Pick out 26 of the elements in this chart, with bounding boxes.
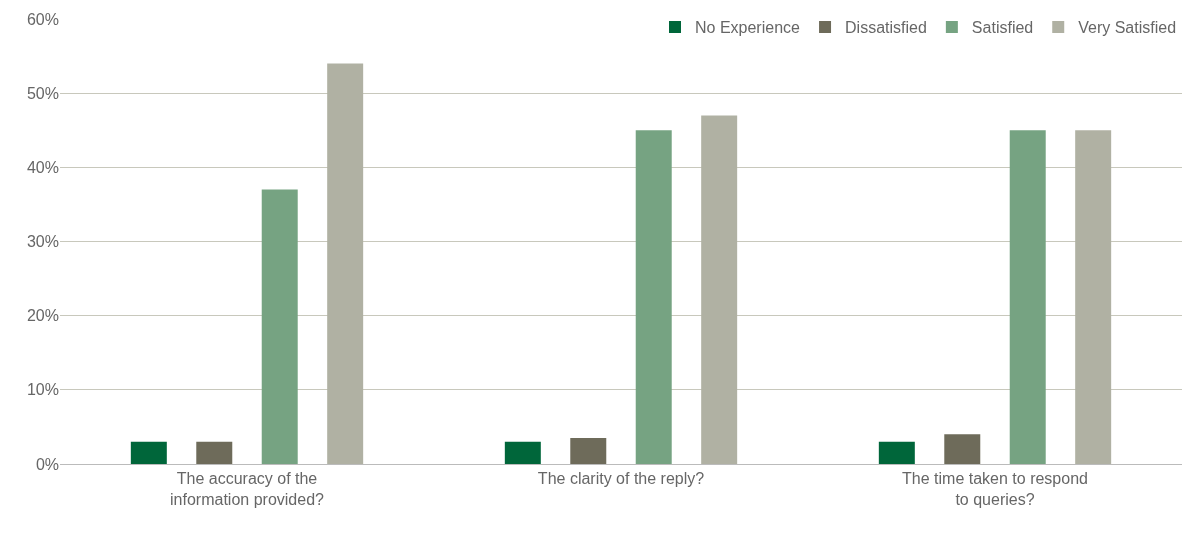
- bar: [504, 441, 541, 464]
- y-tick-label: 20%: [26, 307, 59, 325]
- bar: [701, 115, 738, 464]
- bar: [1075, 130, 1112, 464]
- y-tick-label: 40%: [26, 158, 59, 176]
- legend-label: Dissatisfied: [845, 19, 927, 37]
- x-tick-label: The accuracy of the information provided?: [170, 470, 325, 508]
- bar: [570, 438, 607, 464]
- y-tick-label: 30%: [26, 233, 59, 251]
- y-tick-label: 60%: [26, 10, 59, 28]
- legend-label: Very Satisfied: [1078, 19, 1177, 37]
- x-tick-label: The clarity of the reply?: [537, 470, 705, 488]
- bar: [196, 441, 233, 464]
- bar: [261, 189, 298, 464]
- bar: [944, 434, 981, 464]
- bar: [1009, 130, 1046, 464]
- bar: [878, 441, 915, 464]
- y-tick-label: 10%: [26, 381, 59, 399]
- y-tick-label: 50%: [26, 84, 59, 102]
- x-tick-label: The time taken to respond to queries?: [902, 470, 1088, 508]
- bar: [327, 63, 364, 464]
- bar: [635, 130, 672, 464]
- y-tick-label: 0%: [35, 455, 59, 473]
- legend-label: Satisfied: [971, 19, 1034, 37]
- bar: [130, 441, 167, 464]
- legend-label: No Experience: [695, 19, 801, 37]
